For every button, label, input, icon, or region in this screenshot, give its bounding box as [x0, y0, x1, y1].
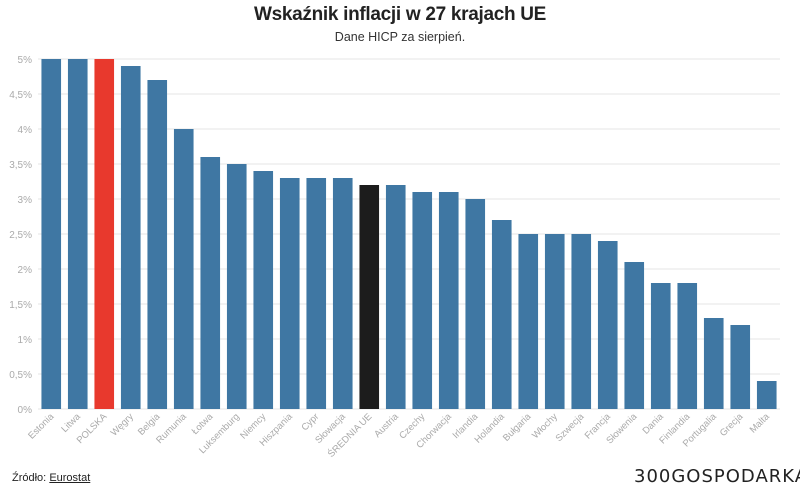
chart-subtitle: Dane HICP za sierpień. — [334, 30, 466, 44]
y-tick-label: 2% — [18, 265, 33, 276]
bar-9 — [279, 178, 300, 409]
bar-3 — [120, 66, 141, 409]
y-tick-label: 1% — [18, 335, 33, 346]
source-note: Źródło: Eurostat — [12, 472, 90, 484]
bar-15 — [438, 192, 459, 409]
y-tick-label: 4,5% — [9, 90, 32, 101]
y-tick-label: 5% — [18, 55, 33, 66]
y-tick-label: 0% — [18, 405, 33, 416]
source-link[interactable]: Eurostat — [49, 472, 91, 484]
brand-logo: 300GOSPODARKA — [634, 466, 800, 487]
x-tick-label: Grecja — [718, 411, 746, 439]
bar-5 — [173, 129, 194, 409]
y-tick-label: 2,5% — [9, 230, 32, 241]
bar-16 — [465, 199, 486, 409]
logo-prefix: 300 — [634, 466, 672, 487]
logo-suffix: GOSPODARKA — [671, 466, 800, 487]
bar-27 — [756, 381, 777, 409]
bar-11 — [332, 178, 353, 409]
bar-7 — [226, 164, 247, 409]
bar-25 — [703, 318, 724, 409]
x-tick-label: Litwa — [59, 411, 83, 435]
y-tick-label: 1,5% — [9, 300, 32, 311]
bar-19 — [544, 234, 565, 409]
x-tick-label: Malta — [748, 411, 773, 436]
bar-23 — [650, 283, 671, 409]
bar-2 — [94, 59, 115, 409]
bar-1 — [67, 59, 88, 409]
source-label: Źródło: — [12, 472, 47, 484]
chart-title: Wskaźnik inflacji w 27 krajach UE — [253, 4, 547, 25]
bar-6 — [200, 157, 221, 409]
bar-21 — [597, 241, 618, 409]
bar-8 — [253, 171, 274, 409]
bar-14 — [412, 192, 433, 409]
y-tick-label: 0,5% — [9, 370, 32, 381]
bar-26 — [730, 325, 751, 409]
x-tick-label: Szwecja — [554, 411, 587, 444]
bar-12 — [359, 185, 380, 409]
x-tick-label: Austria — [372, 411, 401, 440]
bar-4 — [147, 80, 168, 409]
y-tick-label: 3% — [18, 195, 33, 206]
x-tick-label: Węgry — [109, 411, 136, 438]
x-tick-label: Rumunia — [154, 411, 189, 446]
bar-0 — [41, 59, 62, 409]
bar-17 — [491, 220, 512, 409]
bar-13 — [385, 185, 406, 409]
x-tick-label: Bułgaria — [501, 411, 534, 444]
bar-20 — [571, 234, 592, 409]
y-tick-label: 4% — [18, 125, 33, 136]
bar-10 — [306, 178, 327, 409]
bar-18 — [518, 234, 539, 409]
bar-24 — [677, 283, 698, 409]
x-tick-label: Holandia — [473, 411, 508, 446]
x-tick-label: POLSKA — [75, 411, 110, 446]
y-tick-label: 3,5% — [9, 160, 32, 171]
x-tick-label: Cypr — [299, 411, 321, 433]
bar-22 — [624, 262, 645, 409]
